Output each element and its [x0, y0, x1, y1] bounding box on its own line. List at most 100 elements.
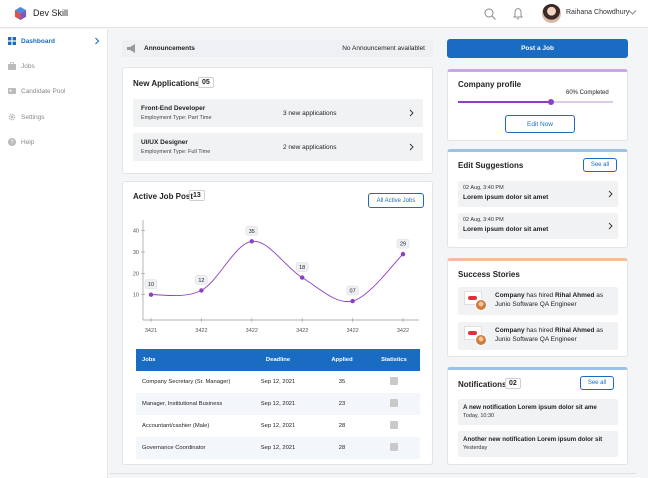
chevron-right-icon[interactable]	[608, 190, 613, 198]
chevron-right-icon[interactable]	[409, 109, 414, 117]
application-row[interactable]: Front-End Developer Employment Type: Par…	[133, 99, 423, 127]
applied-cell: 23	[316, 393, 368, 415]
job-cell: Manager, Institutional Business	[136, 393, 240, 415]
story-person: Rihal Ahmed	[554, 292, 595, 299]
profile-progress-fill	[458, 101, 551, 103]
chevron-right-icon[interactable]	[94, 37, 100, 45]
table-row[interactable]: Company Secretary (Sr. Manager) Sep 12, …	[136, 371, 420, 393]
application-employment-type: Employment Type: Part Time	[141, 115, 212, 121]
svg-text:?: ?	[10, 140, 14, 146]
app-name[interactable]: Dev Skill	[33, 8, 69, 18]
chevron-right-icon[interactable]	[409, 143, 414, 151]
sidebar-item-dashboard[interactable]: Dashboard	[8, 35, 55, 47]
new-applications-count: 05	[198, 77, 214, 88]
announcements-title: Announcements	[144, 45, 195, 52]
briefcase-icon	[8, 62, 16, 70]
deadline-cell: Sep 12, 2021	[260, 423, 296, 429]
application-count: 2 new applications	[283, 144, 337, 151]
edit-now-button[interactable]: Edit Now	[505, 115, 575, 133]
story-item[interactable]: Company has hired Rihal Ahmed as Junio S…	[458, 287, 618, 315]
sidebar-item-jobs[interactable]: Jobs	[8, 60, 35, 72]
notification-text: Another new notification Lorem ipsum dol…	[463, 436, 603, 443]
job-cell: Governance Coordinator	[136, 437, 240, 459]
notifications-title: Notifications	[458, 380, 507, 389]
active-jobs-card: Active Job Post 13 All Active Jobs 10 20 3…	[122, 181, 433, 465]
data-label: 18	[299, 265, 305, 271]
data-label-box	[195, 275, 208, 285]
column-header-statistics: Statistics	[368, 349, 420, 371]
see-all-suggestions-button[interactable]: See all	[583, 158, 617, 172]
notification-item[interactable]: A new notification Lorem ipsum dolor sit…	[458, 399, 618, 425]
y-tick-label: 20	[133, 271, 139, 277]
data-point	[350, 298, 355, 304]
data-label-box	[245, 226, 259, 236]
see-all-notifications-button[interactable]: See all	[580, 376, 614, 390]
statistics-icon[interactable]	[390, 377, 398, 385]
statistics-icon[interactable]	[390, 421, 398, 429]
user-name[interactable]: Raihana Chowdhury	[566, 9, 630, 16]
all-active-jobs-button[interactable]: All Active Jobs	[368, 193, 424, 208]
story-item[interactable]: Company has hired Rihal Ahmed as Junio S…	[458, 322, 618, 350]
notification-item[interactable]: Another new notification Lorem ipsum dol…	[458, 431, 618, 457]
post-job-button[interactable]: Post a Job	[447, 39, 628, 58]
notification-time: Yesterday	[463, 445, 488, 451]
application-job-title: UI/UX Designer	[141, 139, 188, 146]
deadline-cell: Sep 12, 2021	[260, 379, 296, 385]
data-label: 12	[198, 278, 204, 284]
chevron-right-icon[interactable]	[608, 222, 613, 230]
data-point	[148, 292, 154, 297]
series-line	[150, 240, 404, 303]
applied-cell: 35	[338, 379, 346, 385]
suggestion-item[interactable]: 02 Aug, 3:40 PM Lorem ipsum dolor sit am…	[458, 213, 618, 239]
users-icon	[8, 88, 16, 94]
data-point	[400, 251, 406, 257]
grid-icon	[8, 37, 16, 45]
x-tick-label: 3422	[246, 328, 258, 334]
data-label: 10	[148, 282, 154, 288]
suggestion-date: 02 Aug, 3:40 PM	[463, 185, 504, 191]
application-employment-type: Employment Type: Full Time	[141, 149, 211, 155]
logo-icon[interactable]	[14, 7, 27, 20]
column-header-jobs: Jobs	[136, 349, 240, 371]
table-row[interactable]: Accountant/cashier (Male) Sep 12, 2021 2…	[136, 415, 420, 437]
success-stories-card: Success Stories Company has hired Rihal …	[447, 258, 628, 357]
story-role: as Junio Software QA Engineer	[495, 292, 604, 308]
statistics-cell	[368, 371, 420, 393]
company-profile-card: Company profile 60% Completed Edit Now	[447, 69, 628, 141]
table-row[interactable]: Manager, Institutional Business Sep 12, …	[136, 393, 420, 415]
top-bar: Dev Skill Raihana Chowdhury	[0, 0, 648, 28]
success-stories-title: Success Stories	[458, 270, 520, 279]
applied-cell: 28	[338, 423, 346, 429]
statistics-cell	[368, 415, 420, 437]
bell-icon[interactable]	[512, 7, 524, 20]
y-tick-label: 40	[133, 229, 139, 235]
statistics-icon[interactable]	[390, 399, 398, 407]
company-profile-title: Company profile	[458, 80, 522, 89]
application-row[interactable]: UI/UX Designer Employment Type: Full Tim…	[133, 133, 423, 161]
sidebar-item-candidate-pool[interactable]: Candidate Pool	[8, 85, 65, 97]
story-verb: has hired	[524, 292, 555, 299]
avatar	[475, 299, 487, 311]
sidebar-item-label: Dashboard	[21, 37, 55, 45]
x-tick-label: 3422	[195, 328, 207, 334]
sidebar: Dashboard Jobs Candidate Pool Settings ?…	[0, 29, 108, 478]
y-tick-label: 30	[133, 250, 139, 256]
job-cell: Accountant/cashier (Male)	[142, 423, 210, 429]
sidebar-item-settings[interactable]: Settings	[8, 111, 45, 123]
notifications-card: Notifications 02 See all A new notificat…	[447, 367, 628, 465]
x-tick-label: 3422	[397, 328, 409, 334]
data-label-box	[295, 262, 309, 272]
x-tick-label: 3421	[145, 328, 157, 334]
suggestion-item[interactable]: 02 Aug, 3:40 PM Lorem ipsum dolor sit am…	[458, 181, 618, 207]
table-row[interactable]: Governance Coordinator Sep 12, 2021 28	[136, 437, 420, 459]
statistics-icon[interactable]	[390, 443, 398, 451]
edit-suggestions-card: Edit Suggestions See all 02 Aug, 3:40 PM…	[447, 149, 628, 248]
sidebar-item-help[interactable]: ? Help	[8, 136, 34, 148]
notifications-count: 02	[505, 378, 521, 389]
avatar[interactable]	[542, 4, 561, 23]
search-icon[interactable]	[484, 8, 496, 20]
data-label: 29	[400, 242, 406, 248]
chevron-down-icon[interactable]	[628, 9, 637, 16]
story-verb: has hired	[524, 327, 555, 334]
notification-time: Today, 10:30	[463, 413, 495, 419]
